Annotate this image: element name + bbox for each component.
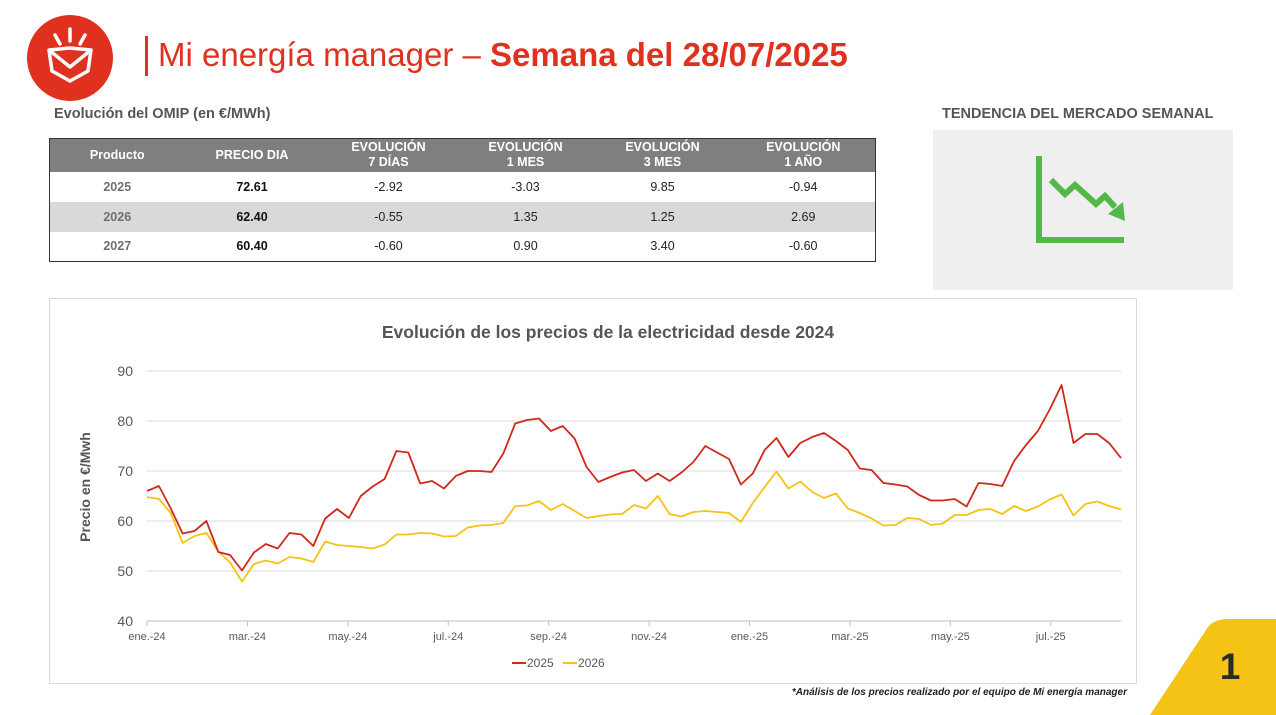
title-brand: Mi energía manager: [158, 36, 454, 73]
trend-panel: [933, 130, 1233, 290]
table-cell: 9.85: [650, 179, 675, 194]
x-tick-label: jul.-24: [432, 631, 463, 643]
table-cell: 0.90: [513, 239, 538, 254]
column-header-line: Producto: [89, 147, 145, 162]
x-tick-label: mar.-25: [831, 631, 868, 643]
table-row: 2025 72.61 -2.92 -3.03 9.85 -0.94: [50, 172, 876, 202]
table-cell: -3.03: [511, 179, 540, 194]
legend-label: 2026: [578, 656, 605, 670]
omip-table-title: Evolución del OMIP (en €/MWh): [54, 106, 271, 122]
omip-table: Producto PRECIO DIA EVOLUCIÓN 7 DÍAS EVOL…: [49, 138, 876, 262]
table-cell: 1.35: [457, 201, 594, 232]
column-header-line: 1 AÑO: [784, 155, 823, 170]
column-header: EVOLUCIÓN 1 AÑO: [731, 138, 876, 172]
x-tick-label: jul.-25: [1035, 631, 1066, 643]
series-line-2026: [146, 470, 1122, 583]
column-header-line: EVOLUCIÓN: [766, 140, 841, 155]
table-cell-product: 2027: [103, 239, 132, 254]
chart-title: Evolución de los precios de la electrici…: [382, 322, 835, 342]
title-week: Semana del 28/07/2025: [490, 36, 848, 73]
x-tick-label: mar.-24: [229, 631, 266, 643]
column-header: EVOLUCIÓN 1 MES: [457, 138, 594, 172]
title-separator: –: [462, 36, 481, 73]
y-tick-label: 80: [117, 413, 133, 429]
x-tick-label: ene.-24: [128, 631, 165, 643]
footer-note: *Análisis de los precios realizado por e…: [791, 687, 1127, 698]
legend-label: 2025: [527, 656, 554, 670]
table-cell: -0.94: [789, 179, 818, 194]
price-chart: Evolución de los precios de la electrici…: [49, 298, 1137, 684]
table-row: 2027 60.40 -0.60 0.90 3.40 -0.60: [50, 232, 876, 262]
table-row: 2026 62.40 -0.55 1.35 1.25 2.69: [49, 201, 876, 232]
y-tick-label: 60: [117, 513, 133, 529]
trend-title: TENDENCIA DEL MERCADO SEMANAL: [942, 106, 1214, 122]
envelope-sun-icon: [47, 27, 93, 83]
brand-logo: [27, 15, 113, 101]
y-tick-label: 90: [117, 363, 133, 379]
column-header-line: 7 DÍAS: [368, 155, 409, 170]
x-tick-label: may.-25: [931, 631, 970, 643]
column-header: EVOLUCIÓN 3 MES: [593, 138, 732, 172]
y-axis-label: Precio en €/Mwh: [77, 432, 93, 542]
x-tick-label: ene.-25: [731, 631, 768, 643]
page-number: 1: [1219, 646, 1241, 687]
table-cell: -0.55: [319, 201, 458, 232]
table-cell: 1.25: [593, 201, 732, 232]
table-cell: -2.92: [374, 179, 403, 194]
downtrend-chart-icon: [1036, 156, 1125, 243]
page-title: Mi energía manager – Semana del 28/07/20…: [158, 34, 848, 76]
table-cell-price: 60.40: [236, 239, 268, 254]
column-header-line: EVOLUCIÓN: [625, 140, 700, 155]
y-tick-label: 70: [117, 463, 133, 479]
column-header: EVOLUCIÓN 7 DÍAS: [319, 138, 458, 172]
column-header-line: EVOLUCIÓN: [351, 140, 426, 155]
column-header-line: PRECIO DIA: [215, 147, 289, 162]
column-header-line: 1 MES: [506, 155, 545, 170]
x-tick-label: may.-24: [328, 631, 367, 643]
x-tick-label: sep.-24: [530, 631, 567, 643]
table-cell-price: 72.61: [236, 179, 268, 194]
y-tick-label: 50: [117, 563, 133, 579]
table-cell-price: 62.40: [184, 201, 320, 232]
price-chart-svg: Evolución de los precios de la electrici…: [77, 322, 1122, 670]
table-cell: -0.60: [374, 239, 403, 254]
table-cell: 2.69: [731, 201, 876, 232]
column-header: Producto: [49, 138, 185, 172]
table-cell: -0.60: [789, 239, 818, 254]
title-accent-bar: [145, 36, 148, 76]
column-header-line: EVOLUCIÓN: [488, 140, 563, 155]
y-tick-label: 40: [117, 613, 133, 629]
column-header: PRECIO DIA: [184, 138, 320, 172]
table-header-row: Producto PRECIO DIA EVOLUCIÓN 7 DÍAS EVOL…: [49, 138, 876, 172]
table-cell-product: 2025: [103, 179, 132, 194]
x-tick-label: nov.-24: [631, 631, 667, 643]
series-line-2025: [146, 384, 1122, 572]
page-corner-shape: [1150, 619, 1276, 715]
table-cell: 3.40: [650, 239, 675, 254]
table-cell-product: 2026: [49, 201, 185, 232]
column-header-line: 3 MES: [643, 155, 682, 170]
